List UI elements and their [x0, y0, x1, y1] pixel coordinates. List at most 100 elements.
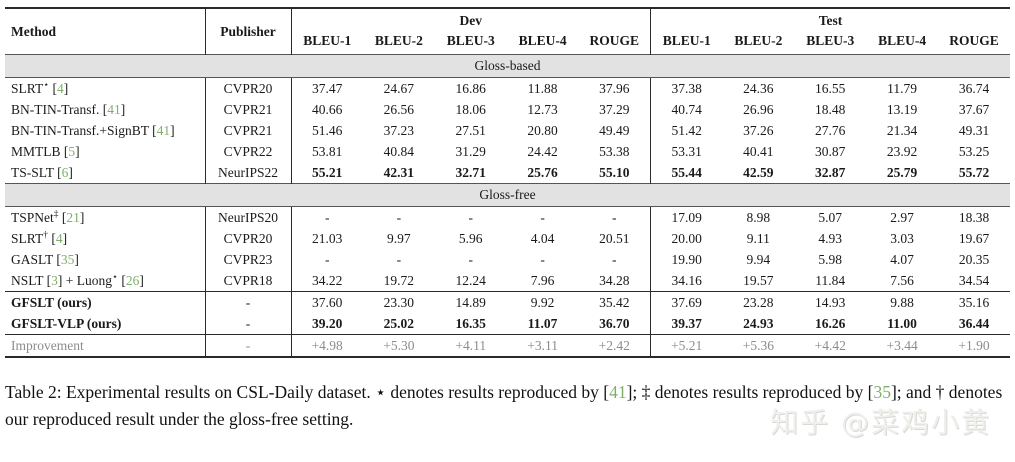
test-value-cell: 23.92: [886, 144, 918, 160]
dev-value-cell: +2.42: [578, 334, 651, 358]
test-value-cell: 49.31: [958, 123, 990, 139]
dev-value-cell: -: [396, 252, 402, 268]
dev-value-cell: 51.46: [312, 123, 343, 139]
test-value-cell: 16.55: [815, 81, 846, 97]
section-band-label: Gloss-based: [5, 54, 1010, 79]
dev-value-cell: 49.49: [578, 120, 651, 142]
table-row: BN-TIN-Transf. [41] CVPR21 40.66 26.56 18.06…: [5, 99, 1010, 121]
dev-value-cell: 37.29: [578, 99, 651, 121]
method-cell: BN-TIN-Transf.+SignBT [41]: [5, 120, 206, 142]
dev-value-cell: -: [540, 252, 545, 268]
dev-value-cell: -: [324, 210, 330, 226]
dev-value-cell: 9.97: [387, 231, 411, 247]
dev-value-cell: 11.88: [527, 81, 558, 97]
dev-value-cell: 12.73: [527, 102, 558, 118]
test-value-cell: 5.98: [818, 252, 843, 268]
dev-value-cell: -: [540, 210, 545, 226]
test-value-cell: 20.00: [671, 231, 702, 247]
dev-value-cell: 40.84: [383, 144, 415, 160]
column-header-method: Method: [5, 8, 206, 55]
superscript-marker: ‡: [53, 209, 59, 220]
table-row: GFSLT (ours) -37.60 23.30 14.89 9.92 35.42 37.…: [5, 291, 1010, 314]
results-table: Method Publisher Dev Test BLEU-1 BLEU-2 …: [5, 7, 1010, 359]
test-value-cell: 5.07: [818, 210, 843, 226]
dev-value-cell: 25.76: [527, 165, 558, 181]
test-value-cell: 34.54: [958, 273, 990, 289]
dev-value-cell: 14.89: [434, 291, 507, 314]
method-cell: GFSLT-VLP (ours): [5, 313, 206, 335]
citation-number: 4: [57, 81, 64, 97]
test-value-cell: 18.48: [815, 102, 846, 118]
citation-number: 35: [873, 382, 891, 403]
dev-value-cell: 42.31: [383, 165, 415, 181]
test-value-cell: 7.56: [890, 273, 914, 289]
table-row: GFSLT-VLP (ours) - 39.20 25.02 16.35 11.07 36.…: [5, 313, 1010, 335]
dev-value-cell: 39.20: [312, 316, 343, 332]
method-cell: MMTLB [5]: [5, 141, 206, 163]
table-row: NSLT [3] + Luong⋆ [26] CVPR18 34.22 19.72 12…: [5, 270, 1010, 292]
dev-value-cell: 37.47: [312, 81, 343, 97]
test-value-cell: 42.59: [743, 165, 774, 181]
test-value-cell: 37.67: [958, 102, 990, 118]
superscript-marker: †: [43, 230, 48, 241]
dev-value-cell: 55.10: [578, 162, 651, 184]
dev-value-cell: 35.42: [578, 291, 651, 314]
dev-value-cell: 16.86: [455, 81, 486, 97]
test-value-cell: 4.93: [818, 231, 843, 247]
test-value-cell: 19.67: [958, 231, 990, 247]
test-value-cell: +1.90: [938, 334, 1010, 358]
test-value-cell: 35.16: [938, 291, 1010, 314]
test-value-cell: +5.36: [722, 334, 795, 358]
table-row: TSPNet‡ [21] NeurIPS20 - - - - - 17.09 8.98 5.07 2…: [5, 206, 1010, 229]
column-header-publisher: Publisher: [205, 8, 292, 55]
test-value-cell: 27.76: [815, 123, 846, 139]
dev-value-cell: +4.11: [434, 334, 507, 358]
dev-value-cell: 37.23: [383, 123, 415, 139]
test-value-cell: +5.21: [650, 334, 723, 358]
table-row: TS-SLT [6] NeurIPS22 55.21 42.31 32.71 25.76 5…: [5, 162, 1010, 184]
dev-value-cell: -: [468, 252, 473, 268]
method-cell: TSPNet‡ [21]: [5, 206, 206, 229]
publisher-cell: -: [205, 334, 292, 358]
dev-value-cell: 53.38: [578, 141, 651, 163]
citation-number: 6: [61, 165, 69, 181]
method-cell: TS-SLT [6]: [5, 162, 206, 184]
test-value-cell: 19.90: [671, 252, 702, 268]
section-gloss-based: Gloss-based SLRT⋆ [4] CVPR20 37.47 24.67 16.8…: [5, 54, 1010, 184]
test-value-cell: 37.69: [650, 291, 723, 314]
dev-value-cell: 40.66: [312, 102, 343, 118]
test-value-cell: 53.25: [958, 144, 990, 160]
publisher-cell: CVPR23: [205, 249, 292, 271]
table-row: SLRT⋆ [4] CVPR20 37.47 24.67 16.86 11.88 37.96…: [5, 77, 1010, 100]
section-gloss-free: Gloss-free TSPNet‡ [21] NeurIPS20 - - - - - 17.0…: [5, 183, 1010, 292]
table-caption: Table 2: Experimental results on CSL-Dai…: [5, 382, 1003, 429]
publisher-cell: CVPR21: [205, 120, 292, 142]
citation-number: 21: [66, 210, 80, 226]
dev-value-cell: +5.30: [362, 334, 435, 358]
test-value-cell: 23.28: [722, 291, 795, 314]
dev-value-cell: 37.96: [578, 77, 651, 100]
test-value-cell: 55.72: [958, 165, 990, 181]
dev-value-cell: 36.70: [578, 313, 651, 335]
dev-value-cell: 27.51: [455, 123, 486, 139]
dev-value-cell: 55.21: [312, 165, 343, 181]
test-value-cell: 16.26: [815, 316, 846, 332]
column-header-dev-bleu3: BLEU-3: [446, 33, 495, 49]
test-value-cell: +3.44: [866, 334, 939, 358]
table-row: MMTLB [5] CVPR22 53.81 40.84 31.29 24.42 53.38…: [5, 141, 1010, 163]
test-value-cell: 24.36: [743, 81, 774, 97]
dev-value-cell: -: [324, 252, 330, 268]
test-value-cell: 17.09: [671, 210, 702, 226]
method-cell: Improvement: [5, 334, 206, 358]
dev-value-cell: 16.35: [455, 316, 486, 332]
test-value-cell: 39.37: [671, 316, 702, 332]
page-container: Method Publisher Dev Test BLEU-1 BLEU-2 …: [5, 7, 1010, 429]
section-band-label: Gloss-free: [5, 183, 1010, 208]
dev-value-cell: 11.07: [527, 316, 558, 332]
header-metric-row: BLEU-1 BLEU-2 BLEU-3 BLEU-4 ROUGE BLEU-1…: [5, 31, 1010, 55]
column-header-dev-bleu1: BLEU-1: [303, 33, 352, 49]
dev-value-cell: 32.71: [455, 165, 486, 181]
test-value-cell: 2.97: [890, 210, 914, 226]
dev-value-cell: -: [578, 249, 651, 271]
section-band-row: Gloss-free: [5, 183, 1010, 208]
